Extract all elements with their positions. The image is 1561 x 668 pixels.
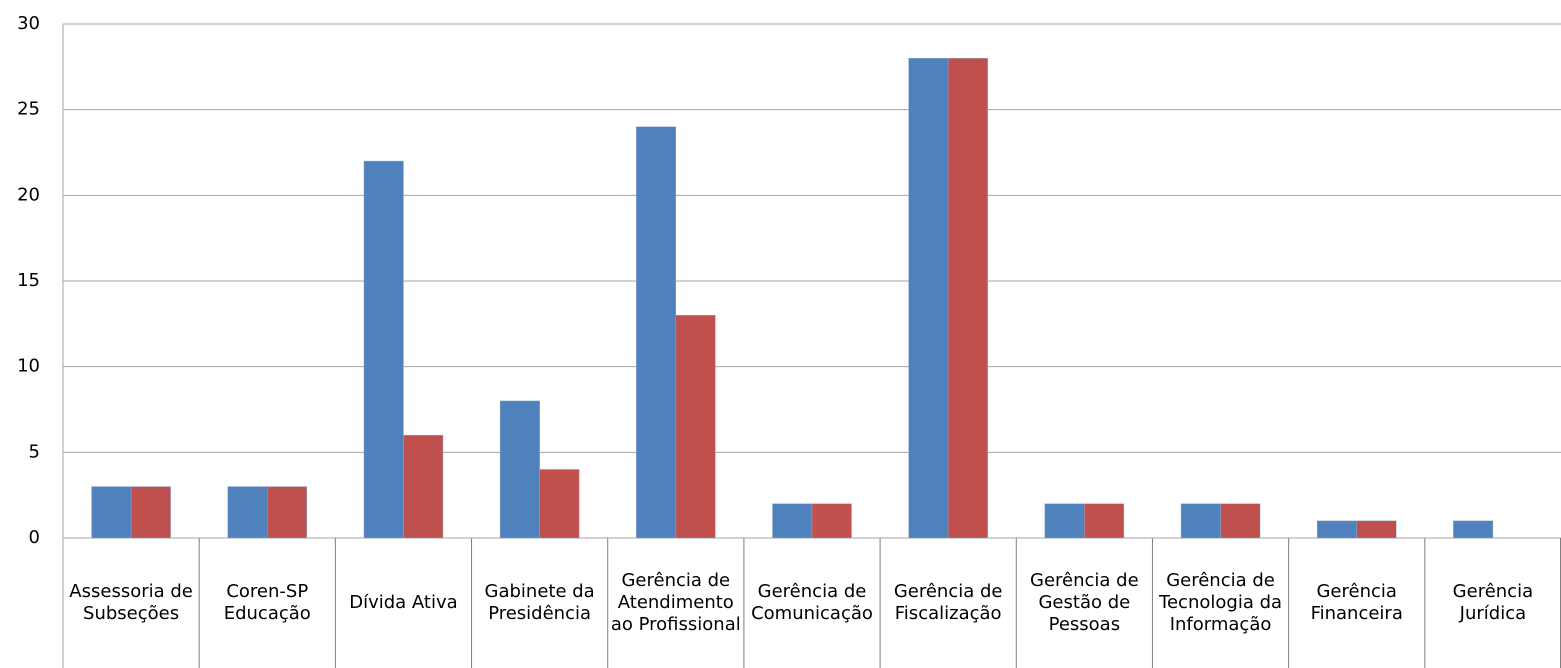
bar — [675, 315, 716, 539]
y-tick-label: 25 — [17, 99, 40, 120]
x-tick-label: Gerência Financeira — [1310, 581, 1403, 624]
y-tick-label: 0 — [29, 527, 40, 548]
bar — [403, 434, 444, 539]
x-tick-label: Gerência de Fiscalização — [893, 581, 1003, 624]
bar — [227, 486, 268, 539]
bar — [1084, 503, 1125, 539]
x-tick-label: Gerência Jurídica — [1452, 581, 1534, 624]
bar — [499, 400, 540, 539]
bar — [947, 58, 988, 539]
y-tick-label: 5 — [29, 441, 40, 462]
bar — [1316, 520, 1357, 539]
bar — [91, 486, 132, 539]
bar — [772, 503, 813, 539]
bar — [908, 58, 949, 539]
x-tick-label: Dívida Ativa — [349, 592, 458, 613]
x-tick-label: Gerência de Atendimento ao Profissional — [610, 570, 741, 635]
x-tick-label: Gerência de Comunicação — [751, 581, 873, 624]
bar — [1453, 520, 1494, 539]
y-tick-label: 30 — [17, 13, 40, 34]
bar — [1220, 503, 1261, 539]
bar — [363, 160, 404, 539]
bar — [1044, 503, 1085, 539]
bar — [267, 486, 308, 539]
bar — [811, 503, 852, 539]
y-tick-label: 20 — [17, 184, 40, 205]
bar — [636, 126, 677, 539]
x-tick-label: Gabinete da Presidência — [484, 581, 595, 624]
x-tick-label: Gerência de Tecnologia da Informação — [1159, 570, 1283, 635]
bar — [1180, 503, 1221, 539]
bar — [539, 469, 580, 539]
y-tick-label: 15 — [17, 270, 40, 291]
bar — [1356, 520, 1397, 539]
x-tick-label: Coren-SP Educação — [223, 581, 311, 624]
bar — [130, 486, 171, 539]
x-tick-label: Gerência de Gestão de Pessoas — [1030, 570, 1139, 635]
y-tick-label: 10 — [17, 356, 40, 377]
x-tick-label: Assessoria de Subseções — [69, 581, 193, 624]
